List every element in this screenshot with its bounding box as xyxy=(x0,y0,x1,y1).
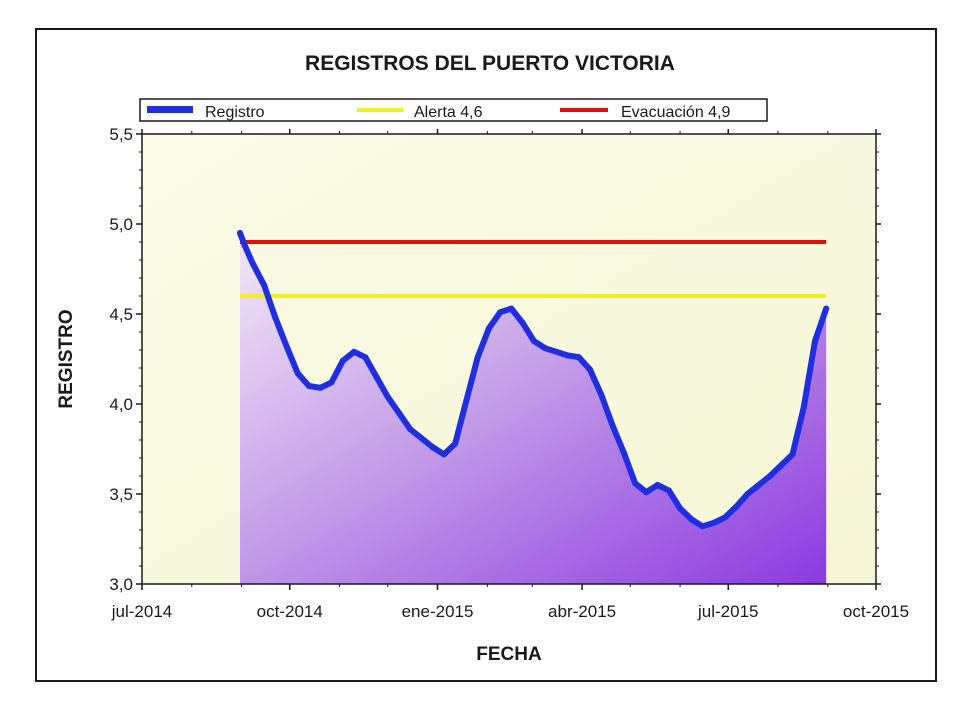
registro-point xyxy=(519,320,526,326)
axes: 3,0 3,5 4,0 4,5 5,0 5,5 jul-2014 oct-2014 ene-20… xyxy=(109,125,909,621)
registro-area xyxy=(240,233,827,584)
registro-point xyxy=(755,482,762,488)
registro-point xyxy=(643,489,650,496)
registro-point xyxy=(598,392,605,398)
registro-point xyxy=(441,451,447,458)
registro-point xyxy=(632,480,639,487)
x-tick-label: ene-2015 xyxy=(402,602,474,621)
registro-point xyxy=(384,393,391,400)
registro-point xyxy=(396,410,402,416)
chart-marks xyxy=(237,230,830,584)
legend-label-evacuacion: Evacuación 4,9 xyxy=(621,104,731,121)
registro-point xyxy=(241,242,248,249)
y-tick-label: 3,5 xyxy=(109,485,133,504)
y-tick-label: 4,5 xyxy=(109,305,133,324)
registro-point xyxy=(530,338,537,344)
x-tick-label: jul-2014 xyxy=(111,602,173,621)
registro-point xyxy=(283,343,290,350)
registro-point xyxy=(665,487,672,494)
registro-point xyxy=(261,282,268,289)
registro-point xyxy=(710,519,717,526)
registro-point xyxy=(339,357,346,364)
y-tick-label: 5,5 xyxy=(109,125,133,144)
y-tick-label: 5,0 xyxy=(109,215,133,234)
registro-point xyxy=(373,374,380,380)
registro-point xyxy=(722,514,728,521)
y-tick-label: 4,0 xyxy=(109,395,133,414)
registro-point xyxy=(620,449,627,456)
registro-point xyxy=(587,366,594,373)
legend-label-alerta: Alerta 4,6 xyxy=(414,104,483,121)
registro-point xyxy=(407,426,414,433)
x-tick-label: abr-2015 xyxy=(548,602,616,621)
registro-point xyxy=(699,523,706,530)
registro-point xyxy=(362,354,369,361)
registro-point xyxy=(823,305,830,312)
registro-point xyxy=(351,348,357,355)
registro-point xyxy=(654,482,661,488)
x-tick-label: oct-2014 xyxy=(257,602,323,621)
registro-point xyxy=(733,503,740,510)
registro-point xyxy=(744,491,751,497)
registro-point xyxy=(317,384,324,391)
plot-border xyxy=(141,133,877,585)
x-tick-label: oct-2015 xyxy=(843,602,909,621)
legend-label-registro: Registro xyxy=(205,104,265,121)
registro-point xyxy=(789,451,796,458)
registro-point xyxy=(463,397,470,404)
registro-point xyxy=(812,338,818,344)
registro-point xyxy=(294,370,301,377)
legend-swatch-registro xyxy=(147,106,193,113)
registro-point xyxy=(508,305,515,312)
chart-title: REGISTROS DEL PUERTO VICTORIA xyxy=(305,52,675,75)
registro-point xyxy=(452,440,459,447)
registro-point xyxy=(474,354,481,361)
registro-point xyxy=(800,404,807,411)
registro-point xyxy=(609,422,616,429)
y-tick-label: 3,0 xyxy=(109,575,133,594)
registro-point xyxy=(429,444,436,451)
registro-point xyxy=(328,379,335,386)
registro-point xyxy=(485,325,492,332)
registro-point xyxy=(677,505,684,512)
x-axis-title: FECHA xyxy=(476,644,542,665)
registro-point xyxy=(553,348,560,355)
registro-point xyxy=(418,435,425,442)
registro-point xyxy=(249,260,256,267)
registro-point xyxy=(272,314,279,321)
legend-swatch-evacuacion xyxy=(560,108,608,112)
registro-point xyxy=(778,462,785,469)
registro-point xyxy=(688,516,695,523)
registro-point xyxy=(767,473,773,479)
registro-point xyxy=(564,352,571,359)
x-tick-label: jul-2015 xyxy=(697,602,759,621)
registro-point xyxy=(237,230,243,236)
registro-point xyxy=(306,383,312,389)
legend: Registro Alerta 4,6 Evacuación 4,9 xyxy=(139,98,768,122)
y-axis-title: REGISTRO xyxy=(56,309,77,408)
registro-point xyxy=(542,345,549,352)
legend-swatch-alerta xyxy=(357,108,403,112)
chart-frame: REGISTROS DEL PUERTO VICTORIA Registro A… xyxy=(35,28,937,682)
registro-point xyxy=(575,354,582,361)
registro-point xyxy=(497,309,504,316)
chart: REGISTROS DEL PUERTO VICTORIA Registro A… xyxy=(56,52,909,665)
legend-box xyxy=(139,98,768,122)
